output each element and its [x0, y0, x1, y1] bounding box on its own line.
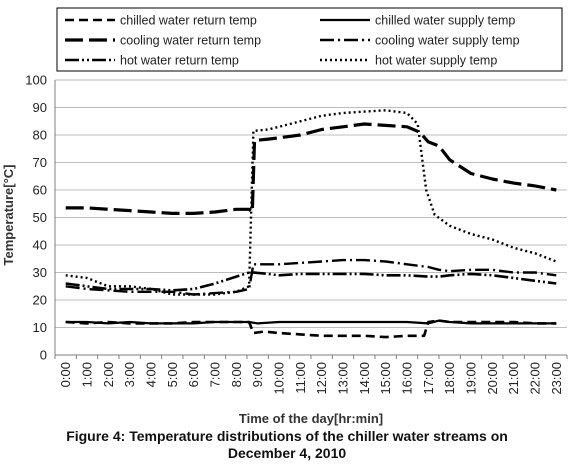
x-tick-label-17-00: 17:00 [421, 362, 436, 395]
x-tick-label-16-00: 16:00 [400, 362, 415, 395]
x-tick-label-18-00: 18:00 [442, 362, 457, 395]
x-tick-label-15-00: 15:00 [378, 362, 393, 395]
y-tick-label-10: 10 [33, 320, 47, 335]
x-tick-label-22-00: 22:00 [528, 362, 543, 395]
figure-caption-line-2: December 4, 2010 [227, 445, 347, 461]
x-tick-label-5-00: 5:00 [165, 362, 180, 387]
legend-label-chilled-water-return-temp: chilled water return temp [120, 14, 257, 28]
x-tick-label-14-00: 14:00 [357, 362, 372, 395]
x-tick-label-12-00: 12:00 [314, 362, 329, 395]
legend: chilled water return temp chilled water s… [56, 7, 563, 72]
y-tick-label-30: 30 [33, 265, 47, 280]
legend-label-chilled-water-supply-temp: chilled water supply temp [375, 14, 515, 28]
y-tick-label-70: 70 [33, 155, 47, 170]
series-line-cooling-water-supply-temp [65, 258, 557, 296]
series-line-chilled-water-supply-temp [65, 319, 557, 325]
x-tick-label-21-00: 21:00 [506, 362, 521, 395]
x-tick-label-19-00: 19:00 [464, 362, 479, 395]
x-tick-label-8-00: 8:00 [229, 362, 244, 387]
legend-label-hot-water-return-temp: hot water return temp [120, 54, 239, 68]
x-axis-title: Time of the day[hr:min] [239, 411, 383, 426]
x-tick-label-10-00: 10:00 [272, 362, 287, 395]
x-tick-label-1-00: 1:00 [80, 362, 95, 387]
x-tick-label-9-00: 9:00 [250, 362, 265, 387]
y-tick-label-100: 100 [25, 73, 47, 88]
x-tick-labels: 0:00 1:00 2:00 3:00 4:00 5:00 6:00 7:00 8:00 9:00… [58, 362, 564, 395]
gridlines [55, 79, 567, 328]
y-tick-label-40: 40 [33, 238, 47, 253]
legend-label-cooling-water-return-temp: cooling water return temp [120, 34, 261, 48]
y-tick-label-20: 20 [33, 293, 47, 308]
x-tick-label-2-00: 2:00 [101, 362, 116, 387]
y-axis-title: Temperature[°C] [1, 164, 16, 265]
x-tick-label-3-00: 3:00 [122, 362, 137, 387]
axes [54, 80, 568, 359]
y-tick-label-0: 0 [40, 348, 47, 363]
x-tick-label-6-00: 6:00 [186, 362, 201, 387]
figure-caption-line-1: Figure 4: Temperature distributions of t… [66, 428, 508, 444]
legend-label-cooling-water-supply-temp: cooling water supply temp [375, 34, 520, 48]
x-tick-label-13-00: 13:00 [336, 362, 351, 395]
y-tick-label-80: 80 [33, 128, 47, 143]
y-tick-labels: 0 10 20 30 40 50 60 70 80 90 100 [25, 73, 47, 363]
x-tick-label-7-00: 7:00 [208, 362, 223, 387]
x-tick-label-11-00: 11:00 [293, 362, 308, 394]
x-tick-label-0-00: 0:00 [58, 362, 73, 387]
legend-box [56, 7, 563, 72]
series-line-cooling-water-return-temp [65, 122, 557, 215]
x-tick-label-23-00: 23:00 [549, 362, 564, 395]
x-tick-label-20-00: 20:00 [485, 362, 500, 395]
y-tick-label-50: 50 [33, 210, 47, 225]
series-lines [65, 109, 557, 339]
series-line-hot-water-return-temp [65, 271, 557, 292]
legend-label-hot-water-supply-temp: hot water supply temp [375, 54, 497, 68]
x-tick-label-4-00: 4:00 [144, 362, 159, 387]
series-line-hot-water-supply-temp [65, 109, 557, 296]
y-tick-label-90: 90 [33, 100, 47, 115]
y-tick-label-60: 60 [33, 183, 47, 198]
